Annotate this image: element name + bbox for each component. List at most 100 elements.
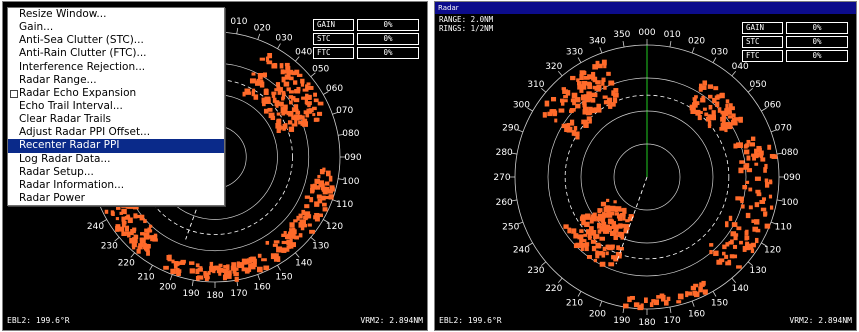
- vrm-ring: [564, 94, 730, 260]
- radar-echo: [284, 74, 291, 80]
- radar-echo: [122, 223, 126, 227]
- radar-echo: [764, 163, 768, 169]
- radar-echo: [179, 261, 186, 265]
- radar-echo: [597, 222, 602, 229]
- menu-item-resize-window[interactable]: Resize Window...: [8, 8, 224, 21]
- radar-echo: [720, 122, 726, 129]
- radar-echo: [310, 184, 316, 190]
- radar-echo: [623, 229, 629, 234]
- menu-item-radar-information[interactable]: Radar Information...: [8, 179, 224, 192]
- radar-echo: [745, 180, 750, 184]
- menu-item-radar-setup[interactable]: Radar Setup...: [8, 166, 224, 179]
- radar-echo: [690, 285, 696, 291]
- menu-item-radar-echo-expansion[interactable]: Radar Echo Expansion: [8, 87, 224, 100]
- radar-echo: [232, 269, 237, 274]
- bearing-tick: [277, 43, 281, 49]
- right-vrm-readout: VRM2: 2.894NM: [789, 316, 852, 325]
- radar-echo: [612, 92, 619, 98]
- radar-echo: [293, 80, 298, 85]
- menu-item-log-radar-data[interactable]: Log Radar Data...: [8, 153, 224, 166]
- radar-echo: [250, 256, 256, 261]
- radar-echo: [577, 234, 584, 240]
- bearing-tick: [599, 47, 603, 54]
- radar-context-menu[interactable]: Resize Window... Gain... Anti-Sea Clutter …: [7, 7, 225, 207]
- radar-echo: [293, 219, 298, 223]
- right-radar-window[interactable]: 000 010 020 030 040 050 060 070 080 090 100 110 120 1…: [434, 1, 857, 331]
- radar-echo: [306, 82, 311, 86]
- radar-echo: [711, 110, 716, 117]
- bearing-tick: [277, 265, 281, 271]
- radar-echo: [612, 97, 618, 104]
- radar-echo: [623, 303, 629, 309]
- menu-item-adjust-radar-ppi-offset[interactable]: Adjust Radar PPI Offset...: [8, 126, 224, 139]
- radar-echo: [730, 239, 734, 245]
- menu-item-anti-rain-clutter-ftc[interactable]: Anti-Rain Clutter (FTC)...: [8, 47, 224, 60]
- radar-echo: [701, 280, 706, 286]
- radar-echo: [170, 268, 176, 275]
- radar-echo: [291, 96, 296, 101]
- bearing-tick: [332, 111, 339, 115]
- menu-item-radar-power[interactable]: Radar Power: [8, 192, 224, 205]
- radar-echo: [288, 231, 292, 238]
- left-radar-window[interactable]: 0000100200300400500600700800901001101201…: [2, 1, 428, 331]
- radar-echo: [581, 119, 587, 125]
- menu-item-radar-range[interactable]: Radar Range...: [8, 74, 224, 87]
- radar-echo: [599, 261, 606, 267]
- radar-echo: [279, 126, 286, 130]
- radar-echo: [742, 185, 748, 190]
- radar-echo: [567, 227, 572, 234]
- radar-echo: [602, 228, 608, 234]
- radar-echo: [289, 90, 294, 94]
- radar-echo: [656, 295, 662, 299]
- radar-echo: [720, 116, 726, 122]
- radar-echo: [731, 106, 735, 111]
- radar-window-title[interactable]: Radar: [435, 2, 856, 14]
- radar-echo: [749, 142, 755, 147]
- radar-echo: [589, 217, 594, 224]
- radar-echo: [552, 112, 557, 117]
- radar-echo: [694, 101, 700, 106]
- menu-item-gain[interactable]: Gain...: [8, 21, 224, 34]
- bearing-tick: [310, 72, 316, 77]
- radar-echo: [601, 59, 607, 66]
- menu-item-clear-radar-trails[interactable]: Clear Radar Trails: [8, 113, 224, 126]
- radar-echo: [265, 240, 270, 245]
- checkbox-icon[interactable]: [10, 89, 18, 98]
- range-ring: [613, 143, 681, 211]
- radar-echo: [263, 108, 269, 114]
- radar-echo: [287, 120, 293, 125]
- radar-echo: [593, 108, 598, 113]
- radar-echo: [244, 88, 251, 94]
- radar-echo: [733, 234, 738, 241]
- radar-echo: [736, 265, 742, 269]
- radar-echo: [724, 108, 730, 113]
- radar-echo: [604, 205, 611, 209]
- radar-echo: [293, 108, 299, 112]
- menu-item-label: Anti-Sea Clutter (STC)...: [19, 34, 144, 47]
- bearing-label: 170: [664, 316, 681, 326]
- menu-item-echo-trail-interval[interactable]: Echo Trail Interval...: [8, 100, 224, 113]
- menu-item-recenter-radar-ppi[interactable]: Recenter Radar PPI: [8, 139, 224, 153]
- radar-echo: [203, 271, 207, 276]
- radar-echo: [276, 246, 283, 253]
- radar-echo: [751, 153, 755, 157]
- menu-item-anti-sea-clutter-stc[interactable]: Anti-Sea Clutter (STC)...: [8, 34, 224, 47]
- radar-echo: [572, 101, 576, 106]
- radar-echo: [301, 115, 305, 119]
- radar-echo: [281, 95, 286, 100]
- radar-echo: [613, 256, 619, 262]
- radar-echo: [732, 244, 738, 249]
- bearing-tick: [527, 242, 533, 247]
- stc-value: 0%: [786, 36, 848, 48]
- radar-echo: [288, 111, 294, 117]
- bearing-tick: [747, 261, 753, 267]
- radar-echo: [316, 185, 321, 190]
- menu-item-interference-rejection[interactable]: Interference Rejection...: [8, 61, 224, 74]
- gain-readout: GAIN 0%: [313, 19, 419, 31]
- radar-echo: [607, 207, 611, 214]
- radar-echo: [595, 108, 602, 113]
- radar-echo: [579, 216, 586, 222]
- radar-echo: [272, 97, 277, 103]
- radar-echo: [261, 97, 266, 104]
